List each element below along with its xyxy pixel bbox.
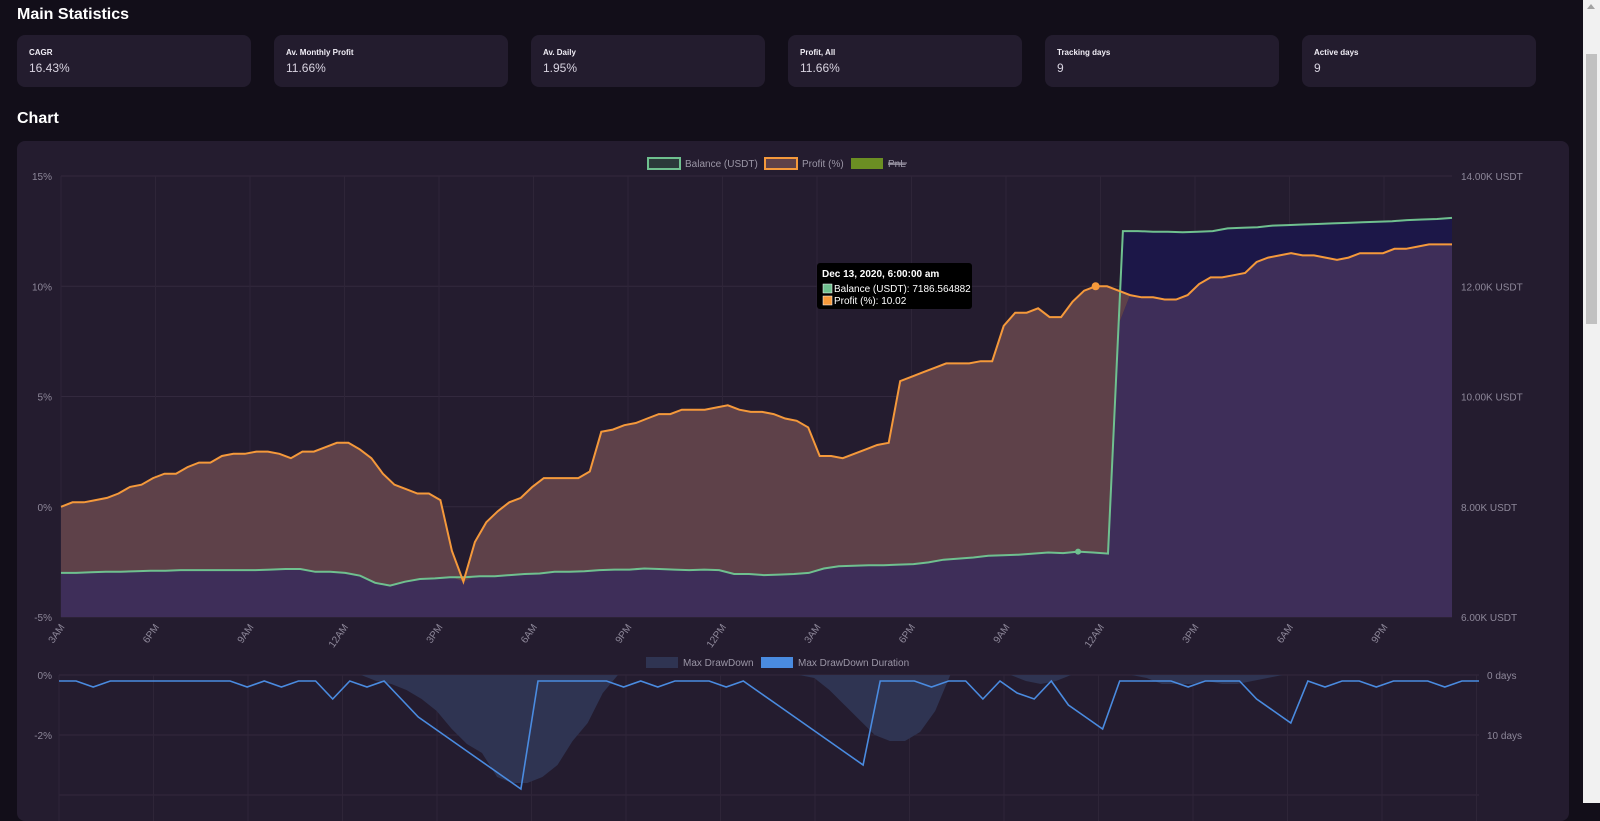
y-right-tick: 10.00K USDT [1461, 393, 1523, 404]
balance-hover-point [1075, 548, 1082, 555]
legend-item-pnl[interactable]: PnL [851, 158, 907, 170]
y-left-tick: -5% [34, 613, 52, 624]
main-legend: Balance (USDT) Profit (%) PnL [647, 157, 907, 170]
x-tick: 9PM [614, 622, 635, 645]
x-tick: 6AM [519, 622, 540, 645]
x-tick: 9AM [236, 622, 257, 645]
tooltip-swatch-balance [822, 283, 833, 294]
profit-line [60, 243, 1452, 585]
legend-label-duration: Max DrawDown Duration [798, 658, 909, 669]
y-right-tick: 12.00K USDT [1461, 282, 1523, 293]
x-tick: 6AM [1275, 622, 1296, 645]
stat-label: Profit, All [800, 48, 836, 57]
profit-hover-point [1091, 282, 1100, 291]
stat-label: CAGR [29, 48, 53, 57]
stat-card-daily: Av. Daily 1.95% [531, 35, 765, 87]
stat-label: Av. Monthly Profit [286, 48, 354, 57]
chart-heading: Chart [17, 110, 59, 127]
legend-item-balance[interactable]: Balance (USDT) [647, 157, 758, 170]
legend-swatch-pnl [851, 158, 883, 169]
x-tick: 9PM [1370, 622, 1391, 645]
dd-y-left-tick: -2% [34, 731, 52, 742]
y-left-tick: 15% [32, 172, 52, 183]
x-tick: 6PM [141, 622, 162, 645]
stat-card-profit-all: Profit, All 11.66% [788, 35, 1022, 87]
stat-value: 9 [1057, 61, 1064, 75]
main-statistics-heading: Main Statistics [17, 6, 130, 23]
chart-panel: Balance (USDT) Profit (%) PnL 15% 10% 5% 0%… [17, 141, 1569, 821]
stat-value: 11.66% [800, 61, 840, 75]
stats-row: CAGR 16.43% Av. Monthly Profit 11.66% Av… [17, 35, 1569, 87]
legend-label-pnl: PnL [888, 159, 906, 170]
drawdown-duration-line [59, 679, 1479, 791]
stat-value: 1.95% [543, 61, 578, 75]
x-tick: 3AM [803, 622, 824, 645]
main-left-axis: 15% 10% 5% 0% -5% [32, 172, 52, 624]
legend-item-profit[interactable]: Profit (%) [764, 157, 844, 170]
main-lines [60, 216, 1453, 587]
x-tick: 12AM [327, 622, 351, 650]
x-tick: 3PM [425, 622, 446, 645]
legend-label-max-drawdown: Max DrawDown [683, 658, 754, 669]
stat-label: Tracking days [1057, 48, 1111, 57]
tooltip-balance: Balance (USDT): 7186.564882 [834, 284, 971, 295]
x-tick: 9AM [992, 622, 1013, 645]
duration-line [59, 679, 1479, 791]
legend-swatch-max-drawdown [646, 657, 678, 668]
tooltip-profit: Profit (%): 10.02 [834, 296, 907, 307]
stat-value: 11.66% [286, 61, 326, 75]
scroll-thumb[interactable] [1586, 54, 1597, 324]
y-right-tick: 8.00K USDT [1461, 503, 1517, 514]
main-x-axis: 3AM 6PM 9AM 12AM 3PM 6AM 9PM 12PM 3AM 6PM 9AM 12AM 3… [47, 622, 1391, 650]
x-tick: 6PM [897, 622, 918, 645]
legend-item-max-drawdown-duration[interactable]: Max DrawDown Duration [761, 657, 909, 669]
main-areas [61, 217, 1452, 617]
stat-value: 9 [1314, 61, 1321, 75]
x-tick: 3AM [47, 622, 68, 645]
drawdown-right-axis: 0 days 10 days [1487, 671, 1522, 742]
chart-tooltip: Dec 13, 2020, 6:00:00 am Balance (USDT):… [817, 263, 972, 309]
stat-card-active-days: Active days 9 [1302, 35, 1536, 87]
dd-y-left-tick: 0% [38, 671, 53, 682]
y-right-tick: 14.00K USDT [1461, 172, 1523, 183]
chart-svg[interactable]: Balance (USDT) Profit (%) PnL 15% 10% 5% 0%… [17, 141, 1569, 821]
stat-value: 16.43% [29, 61, 70, 75]
legend-swatch-duration [761, 657, 793, 668]
stat-card-monthly-profit: Av. Monthly Profit 11.66% [274, 35, 508, 87]
x-tick: 12PM [705, 622, 729, 650]
y-left-tick: 10% [32, 282, 52, 293]
y-left-tick: 5% [38, 393, 53, 404]
dd-y-right-tick: 0 days [1487, 671, 1516, 682]
x-tick: 3PM [1181, 622, 1202, 645]
scroll-up-arrow-icon[interactable] [1587, 4, 1595, 9]
legend-swatch-balance [647, 157, 681, 170]
legend-swatch-profit [764, 157, 798, 170]
drawdown-area [59, 675, 1479, 783]
stat-label: Av. Daily [543, 48, 576, 57]
page-scrollbar[interactable] [1583, 0, 1600, 803]
drawdown-left-axis: 0% -2% [34, 671, 52, 742]
drawdown-grid [58, 674, 1479, 821]
y-left-tick: 0% [38, 503, 53, 514]
drawdown-fill [59, 675, 1479, 783]
tooltip-swatch-profit [822, 295, 833, 306]
legend-label-balance: Balance (USDT) [685, 159, 758, 170]
legend-label-profit: Profit (%) [802, 159, 844, 170]
drawdown-legend: Max DrawDown Max DrawDown Duration [646, 657, 909, 669]
y-right-tick: 6.00K USDT [1461, 613, 1517, 624]
tooltip-box [817, 263, 972, 309]
stat-card-tracking-days: Tracking days 9 [1045, 35, 1279, 87]
x-tick: 12AM [1083, 622, 1107, 650]
stat-label: Active days [1314, 48, 1359, 57]
balance-line [61, 216, 1453, 587]
legend-item-max-drawdown[interactable]: Max DrawDown [646, 657, 754, 669]
profit-over-balance-fill [61, 244, 1452, 585]
stat-card-cagr: CAGR 16.43% [17, 35, 251, 87]
base-area-fill [61, 244, 1452, 617]
dd-y-right-tick: 10 days [1487, 731, 1522, 742]
tooltip-title: Dec 13, 2020, 6:00:00 am [822, 269, 939, 280]
main-right-axis: 14.00K USDT 12.00K USDT 10.00K USDT 8.00K U… [1461, 172, 1523, 624]
